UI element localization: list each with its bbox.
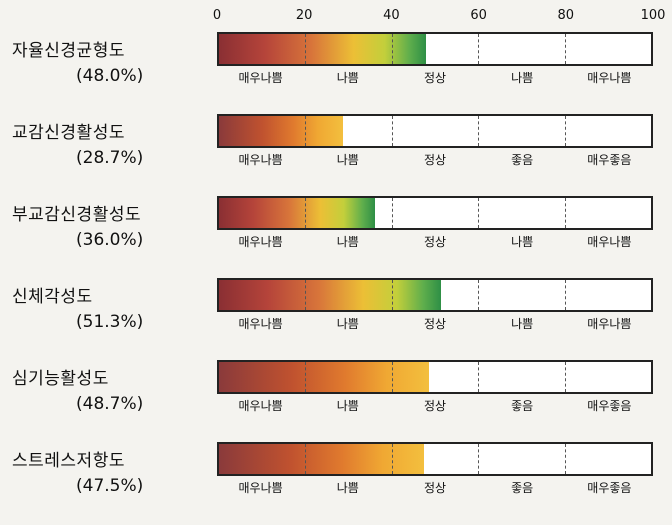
gridline (478, 444, 480, 474)
metric-percent-label: (48.7%) (76, 394, 144, 414)
bar-fill (219, 280, 441, 310)
zone-label: 매우좋음 (587, 481, 632, 495)
zone-label: 정상 (423, 71, 447, 85)
gridline (564, 116, 566, 146)
x-tick-label: 100 (640, 8, 666, 23)
bar-fill (219, 34, 427, 64)
zone-label: 나쁨 (511, 235, 534, 249)
gridline (564, 34, 566, 64)
zone-label: 매우나쁨 (238, 399, 283, 413)
metric-name: 자율신경균형도 (12, 41, 125, 61)
x-tick-label: 80 (557, 8, 575, 23)
gridline (391, 198, 393, 228)
gridline (305, 362, 307, 392)
gridline (478, 198, 480, 228)
metric-percent-label: (48.0%) (76, 66, 144, 86)
zone-label: 매우나쁨 (587, 317, 632, 331)
zone-label: 정상 (423, 153, 447, 167)
metric-percent-label: (28.7%) (76, 148, 144, 168)
zone-label: 정상 (423, 481, 447, 495)
gridline (564, 362, 566, 392)
bar-frame (217, 360, 653, 394)
gridline (478, 280, 480, 310)
bar-frame (217, 442, 653, 476)
gridline (391, 280, 393, 310)
metric-percent-label: (36.0%) (76, 230, 144, 250)
metric-name: 심기능활성도 (12, 369, 109, 389)
metric-percent-label: (51.3%) (76, 312, 144, 332)
zone-label: 정상 (423, 399, 447, 413)
zone-labels: 매우나쁨 나쁨 정상 나쁨 매우나쁨 (217, 315, 653, 333)
metric-name: 부교감신경활성도 (12, 205, 142, 225)
metric-row: 스트레스저항도 (47.5%) 매우나쁨 나쁨 정상 좋음 매우좋음 (0, 442, 672, 522)
metric-row: 심기능활성도 (48.7%) 매우나쁨 나쁨 정상 좋음 매우좋음 (0, 360, 672, 440)
metric-percent-label: (47.5%) (76, 476, 144, 496)
zone-label: 나쁨 (511, 317, 534, 331)
zone-label: 매우나쁨 (587, 235, 632, 249)
gridline (305, 444, 307, 474)
zone-label: 나쁨 (336, 481, 359, 495)
x-tick-label: 40 (383, 8, 400, 23)
zone-label: 매우좋음 (587, 399, 632, 413)
metric-name: 신체각성도 (12, 287, 93, 307)
zone-label: 매우나쁨 (587, 71, 632, 85)
gridline (564, 444, 566, 474)
bar-fill (219, 444, 425, 474)
zone-label: 매우나쁨 (238, 235, 283, 249)
metric-name: 교감신경활성도 (12, 123, 125, 143)
zone-label: 나쁨 (511, 71, 534, 85)
zone-label: 정상 (423, 317, 447, 331)
zone-label: 매우나쁨 (238, 481, 283, 495)
gridline (564, 198, 566, 228)
bar-frame (217, 196, 653, 230)
x-tick-label: 0 (212, 8, 222, 23)
zone-label: 좋음 (511, 399, 534, 413)
zone-label: 나쁨 (336, 71, 359, 85)
bar-fill (219, 362, 430, 392)
zone-labels: 매우나쁨 나쁨 정상 좋음 매우좋음 (217, 151, 653, 169)
zone-labels: 매우나쁨 나쁨 정상 나쁨 매우나쁨 (217, 233, 653, 251)
bar-frame (217, 114, 653, 148)
x-tick-label: 60 (470, 8, 487, 23)
gridline (478, 362, 480, 392)
gridline (478, 116, 480, 146)
metric-row: 부교감신경활성도 (36.0%) 매우나쁨 나쁨 정상 나쁨 매우나쁨 (0, 196, 672, 276)
zone-label: 좋음 (511, 153, 534, 167)
zone-label: 매우나쁨 (238, 153, 283, 167)
gridline (391, 444, 393, 474)
gridline (391, 116, 393, 146)
bar-fill (219, 116, 343, 146)
gridline (564, 280, 566, 310)
zone-label: 매우좋음 (587, 153, 632, 167)
gridline (391, 362, 393, 392)
gridline (305, 280, 307, 310)
gridline (305, 34, 307, 64)
metric-row: 자율신경균형도 (48.0%) 매우나쁨 나쁨 정상 나쁨 매우나쁨 (0, 32, 672, 112)
bar-fill (219, 198, 375, 228)
zone-label: 정상 (423, 235, 447, 249)
x-tick-label: 20 (295, 8, 313, 23)
zone-label: 나쁨 (336, 235, 359, 249)
metric-row: 교감신경활성도 (28.7%) 매우나쁨 나쁨 정상 좋음 매우좋음 (0, 114, 672, 194)
zone-labels: 매우나쁨 나쁨 정상 좋음 매우좋음 (217, 397, 653, 415)
zone-label: 매우나쁨 (238, 317, 283, 331)
metric-row: 신체각성도 (51.3%) 매우나쁨 나쁨 정상 나쁨 매우나쁨 (0, 278, 672, 358)
zone-label: 매우나쁨 (238, 71, 283, 85)
x-axis-ticks: 0 20 40 60 80 100 (0, 0, 672, 30)
zone-labels: 매우나쁨 나쁨 정상 나쁨 매우나쁨 (217, 69, 653, 87)
metric-name: 스트레스저항도 (12, 451, 125, 471)
bar-frame (217, 32, 653, 66)
zone-label: 좋음 (511, 481, 534, 495)
zone-label: 나쁨 (336, 399, 359, 413)
bar-frame (217, 278, 653, 312)
gridline (305, 198, 307, 228)
gridline (478, 34, 480, 64)
gridline (305, 116, 307, 146)
gridline (391, 34, 393, 64)
zone-label: 나쁨 (336, 317, 359, 331)
zone-label: 나쁨 (336, 153, 359, 167)
zone-labels: 매우나쁨 나쁨 정상 좋음 매우좋음 (217, 479, 653, 497)
